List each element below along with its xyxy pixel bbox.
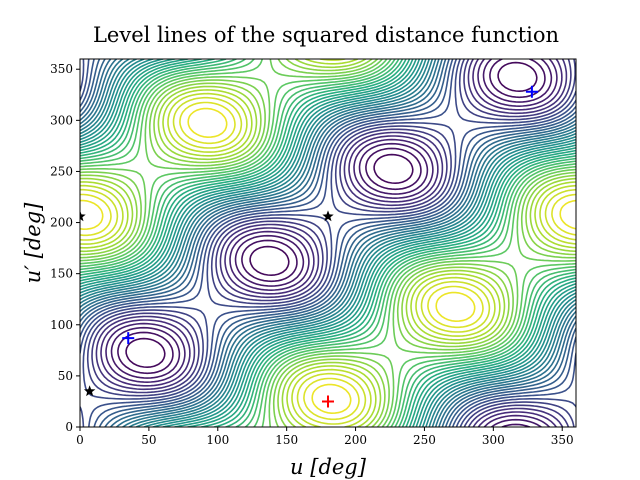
- contour-line: [125, 61, 538, 368]
- contour-line: [80, 59, 576, 427]
- y-tick-label: 350: [50, 62, 73, 76]
- star-marker: [322, 210, 334, 222]
- contour-line: [80, 59, 576, 427]
- contour-line: [110, 59, 553, 427]
- contour-line: [80, 59, 576, 427]
- contour-line: [80, 59, 576, 427]
- x-axis-label: u [deg]: [290, 455, 367, 479]
- contour-line: [105, 59, 558, 427]
- star-marker: [80, 210, 86, 222]
- contour-line: [80, 59, 576, 427]
- contour-layer: [80, 59, 576, 427]
- y-tick-label: 0: [65, 420, 73, 434]
- y-tick-label: 250: [50, 164, 73, 178]
- plus-marker: [525, 85, 538, 98]
- contour-line: [80, 107, 576, 414]
- y-tick-label: 200: [50, 216, 73, 230]
- x-tick-label: 350: [551, 433, 574, 447]
- contour-line: [80, 59, 576, 427]
- plus-marker: [122, 332, 135, 345]
- contour-line: [80, 59, 576, 427]
- x-tick-label: 50: [141, 433, 156, 447]
- contour-line: [100, 59, 563, 427]
- y-tick-label: 100: [50, 318, 73, 332]
- contour-line: [80, 59, 576, 427]
- x-tick-label: 250: [413, 433, 436, 447]
- chart-title: Level lines of the squared distance func…: [93, 23, 559, 47]
- star-marker: [83, 385, 96, 397]
- contour-line: [80, 59, 576, 427]
- contour-line: [91, 59, 572, 427]
- y-axis-label: u′ [deg]: [21, 202, 45, 283]
- contour-line: [80, 59, 576, 427]
- y-tick-label: 150: [50, 267, 73, 281]
- x-tick-label: 100: [206, 433, 229, 447]
- contour-line: [86, 59, 576, 427]
- contour-line: [80, 96, 576, 425]
- contour-line: [80, 59, 576, 427]
- contour-line: [80, 59, 576, 427]
- x-tick-label: 200: [344, 433, 367, 447]
- contour-line: [80, 59, 576, 427]
- plot-frame: [79, 58, 577, 428]
- contour-line: [80, 59, 576, 427]
- contour-line: [80, 59, 576, 427]
- x-tick-label: 300: [482, 433, 505, 447]
- contour-line: [80, 59, 576, 427]
- marker-layer: [80, 85, 538, 408]
- y-tick-label: 50: [58, 369, 73, 383]
- x-tick-label: 150: [275, 433, 298, 447]
- y-tick-label: 300: [50, 113, 73, 127]
- plus-marker: [322, 395, 334, 408]
- contour-line: [117, 59, 546, 427]
- x-tick-label: 0: [76, 433, 84, 447]
- contour-line: [80, 59, 576, 427]
- contour-line: [80, 101, 576, 421]
